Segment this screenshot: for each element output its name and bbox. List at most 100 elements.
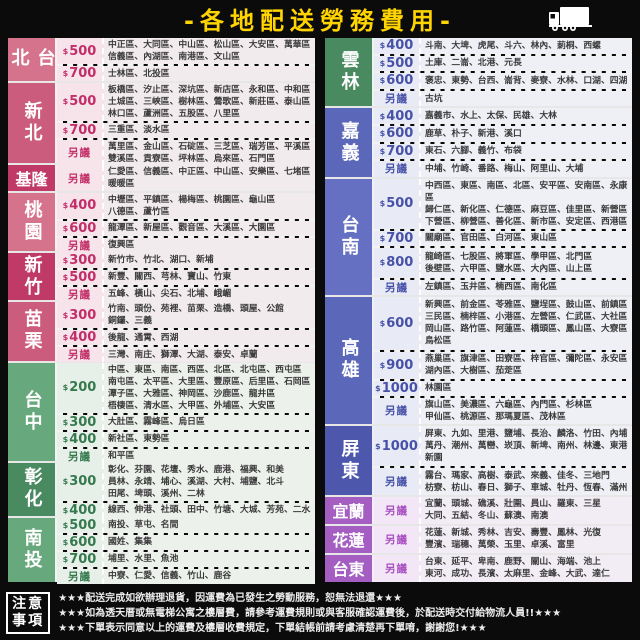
fee-row: $600 褒忠、東勢、台西、崙背、麥寮、水林、口湖、四湖 — [374, 71, 632, 89]
price-cell: $700 — [57, 66, 104, 81]
truck-icon — [549, 7, 592, 31]
region-label: 台中 — [8, 362, 57, 461]
districts-cell: 古坑 — [421, 90, 632, 107]
districts-cell: 霧台、瑪家、高樹、泰武、來義、佳冬、三地門 枋寮、枋山、春日、獅子、車城、牡丹、… — [421, 468, 632, 495]
region-block: 桃園 $400 中壢區、平鎮區、楊梅區、桃園區、龜山區 八德區、蘆竹區 $600 龍潭區… — [8, 192, 315, 253]
region-block: 南投 $500 南投、草屯、名間 $600 國姓、集集 $700 埔里、水里、魚池 另議 中寮、… — [8, 517, 315, 584]
fee-row: $600 國姓、集集 — [57, 532, 315, 550]
price-cell: 另議 — [374, 468, 421, 495]
districts-cell: 斗南、大埤、虎尾、斗六、林內、莿桐、西螺 — [421, 38, 632, 54]
price-cell: $500 — [57, 269, 104, 285]
fee-row: $400 嘉義市、水上、太保、民雄、大林 — [374, 108, 632, 124]
fee-row: 另議 三灣、南庄、獅潭、大湖、泰安、卓蘭 — [57, 345, 315, 363]
districts-cell: 東石、六腳、義竹、布袋 — [421, 143, 632, 160]
districts-cell: 林園區 — [421, 380, 632, 396]
districts-cell: 台東、延平、卑南、鹿野、關山、海端、池上 東河、成功、長濱、太麻里、金峰、大武、… — [421, 554, 632, 582]
price-cell: $300 — [57, 462, 104, 501]
fee-row: $700 埔里、水里、魚池 — [57, 549, 315, 567]
region-block: 雲林 $400 斗南、大埤、虎尾、斗六、林內、莿桐、西螺 $500 土庫、二崙、北港、元… — [325, 38, 632, 109]
region-block: 台東 另議 台東、延平、卑南、鹿野、關山、海端、池上 東河、成功、長濱、太麻里、金峰… — [325, 554, 632, 582]
price-cell: $700 — [57, 551, 104, 567]
price-cell: 另議 — [57, 347, 104, 363]
districts-cell: 埔里、水里、魚池 — [104, 551, 315, 567]
region-label: 南投 — [8, 517, 57, 582]
districts-cell: 竹南、頭份、苑裡、苗栗、造橋、頭屋、公館 銅鑼、三義 — [104, 302, 315, 329]
districts-cell: 復興區 — [104, 237, 315, 253]
districts-cell: 士林區、北投區 — [104, 66, 315, 81]
districts-cell: 鹿草、朴子、新港、溪口 — [421, 125, 632, 142]
districts-cell: 三重區、淡水區 — [104, 122, 315, 138]
price-cell: 另議 — [57, 448, 104, 464]
price-cell: $400 — [57, 192, 104, 219]
districts-cell: 仁愛區、信義區、中正區、中山區、安樂區、七堵區 暖暖區 — [104, 165, 315, 192]
region-label: 台北 — [8, 38, 57, 81]
price-cell: 另議 — [57, 139, 104, 166]
region-label: 花蓮 — [325, 525, 374, 553]
districts-cell: 後龍、通霄、西湖 — [104, 330, 315, 346]
fee-row: $700 東石、六腳、義竹、布袋 — [374, 141, 632, 160]
price-cell: $1000 — [374, 380, 421, 396]
price-cell: $500 — [57, 82, 104, 121]
price-cell: 另議 — [57, 568, 104, 584]
price-cell: $400 — [57, 502, 104, 518]
fee-row: 另議 霧台、瑪家、高樹、泰武、來義、佳冬、三地門 枋寮、枋山、春日、獅子、車城、牡… — [374, 466, 632, 495]
districts-cell: 新竹市、竹北、湖口、新埔 — [104, 252, 315, 268]
price-cell: $400 — [374, 38, 421, 54]
price-cell: $700 — [374, 143, 421, 160]
districts-cell: 嘉義市、水上、太保、民雄、大林 — [421, 108, 632, 124]
price-cell: 另議 — [374, 90, 421, 107]
fee-row: $300 新竹市、竹北、湖口、新埔 — [57, 252, 315, 268]
fee-row: $500 新豐、關西、芎林、寶山、竹東 — [57, 267, 315, 285]
fee-row: $500 中西區、東區、南區、北區、安平區、安南區、永康區 歸仁區、新化區、仁德區… — [374, 178, 632, 229]
districts-cell: 龍崎區、七股區、將軍區、學甲區、北門區 後壁區、六甲區、鹽水區、大內區、山上區 — [421, 247, 632, 278]
region-label: 新北 — [8, 82, 57, 164]
districts-cell: 新社區、東勢區 — [104, 431, 315, 447]
region-label: 台南 — [325, 178, 374, 295]
fee-row: $700 關廟區、官田區、白河區、東山區 — [374, 228, 632, 246]
districts-cell: 和平區 — [104, 448, 315, 464]
price-cell: $600 — [374, 73, 421, 89]
price-cell: 另議 — [374, 554, 421, 582]
region-block: 高雄 $600 新興區、前金區、苓雅區、鹽埕區、鼓山區、前鎮區 三民區、楠梓區、小港… — [325, 296, 632, 427]
districts-cell: 中區、東區、南區、西區、北區、北屯區、西屯區 南屯區、太平區、大里區、豐原區、后… — [104, 362, 315, 413]
districts-cell: 國姓、集集 — [104, 534, 315, 550]
districts-cell: 五峰、橫山、尖石、北埔、峨嵋 — [104, 286, 315, 302]
price-cell: $600 — [57, 534, 104, 550]
fee-row: 另議 宜蘭、頭城、礁溪、壯圍、員山、羅東、三星 大同、五結、冬山、蘇澳、南澳 — [374, 496, 632, 524]
districts-cell: 燕巢區、旗津區、田寮區、梓官區、彌陀區、永安區 湖內區、大樹區、茄萣區 — [421, 351, 632, 379]
price-cell: $700 — [57, 122, 104, 138]
fee-row: $600 新興區、前金區、苓雅區、鹽埕區、鼓山區、前鎮區 三民區、楠梓區、小港區、… — [374, 296, 632, 350]
page-title: -各地配送勞務費用- — [184, 6, 456, 35]
fee-row: $700 三重區、淡水區 — [57, 120, 315, 138]
fee-row: 另議 萬里區、金山區、石碇區、三芝區、瑞芳區、平溪區 雙溪區、貢寮區、坪林區、烏來… — [57, 137, 315, 166]
region-block: 台中 $200 中區、東區、南區、西區、北區、北屯區、西屯區 南屯區、太平區、大里區… — [8, 362, 315, 464]
fee-row: $500 中正區、大同區、中山區、松山區、大安區、萬華區 信義區、內湖區、南港區、… — [57, 38, 315, 64]
fee-row: $300 彰化、芬園、花壇、秀水、鹿港、福興、和美 員林、永靖、埔心、溪湖、大村、… — [57, 462, 315, 501]
region-block: 新北 $500 板橋區、汐止區、深坑區、新店區、永和區、中和區 土城區、三峽區、樹林… — [8, 82, 315, 166]
districts-cell: 中西區、東區、南區、北區、安平區、安南區、永康區 歸仁區、新化區、仁德區、麻豆區… — [421, 178, 632, 229]
fee-row: $600 龍潭區、新屋區、觀音區、大溪區、大園區 — [57, 218, 315, 236]
fee-row: 另議 五峰、橫山、尖石、北埔、峨嵋 — [57, 284, 315, 302]
price-cell: $200 — [57, 362, 104, 413]
price-cell: $400 — [57, 431, 104, 447]
fee-row: 另議 中寮、仁愛、信義、竹山、鹿谷 — [57, 566, 315, 584]
fee-tables: 台北 $500 中正區、大同區、中山區、松山區、大安區、萬華區 信義區、內湖區、南港… — [0, 36, 640, 586]
districts-cell: 龍潭區、新屋區、觀音區、大溪區、大園區 — [104, 220, 315, 236]
fee-row: $400 新社區、東勢區 — [57, 429, 315, 447]
price-cell: 另議 — [374, 161, 421, 177]
districts-cell: 中正區、大同區、中山區、松山區、大安區、萬華區 信義區、內湖區、南港區、文山區 — [104, 38, 315, 64]
price-cell: $400 — [57, 330, 104, 346]
region-block: 苗栗 $300 竹南、頭份、苑裡、苗栗、造橋、頭屋、公館 銅鑼、三義 $400 後龍、通… — [8, 302, 315, 363]
fee-row: $800 龍崎區、七股區、將軍區、學甲區、北門區 後壁區、六甲區、鹽水區、大內區、… — [374, 245, 632, 278]
fee-row: 另議 仁愛區、信義區、中正區、中山區、安樂區、七堵區 暖暖區 — [57, 165, 315, 192]
price-cell: $600 — [57, 220, 104, 236]
districts-cell: 土庫、二崙、北港、元長 — [421, 55, 632, 72]
fee-row: $400 線西、伸港、社頭、田中、竹塘、大城、芳苑、二水 — [57, 500, 315, 518]
fee-row: $700 士林區、北投區 — [57, 64, 315, 81]
region-block: 嘉義 $400 嘉義市、水上、太保、民雄、大林 $600 鹿草、朴子、新港、溪口 $700… — [325, 108, 632, 179]
region-block: 新竹 $300 新竹市、竹北、湖口、新埔 $500 新豐、關西、芎林、寶山、竹東 另議 五峰… — [8, 252, 315, 303]
note-line: ★★★如為透天厝或無電梯公寓之樓層費，請參考運費規則或與客服確認運費後，於配送時… — [58, 607, 562, 619]
region-block: 基隆 另議 仁愛區、信義區、中正區、中山區、安樂區、七堵區 暖暖區 — [8, 165, 315, 193]
note-line: ★★★下單表示同意以上的運費及樓層收費規定，下單結帳前請考慮清楚再下單唷，謝謝您… — [58, 622, 487, 634]
fee-row: $1000 林園區 — [374, 378, 632, 396]
